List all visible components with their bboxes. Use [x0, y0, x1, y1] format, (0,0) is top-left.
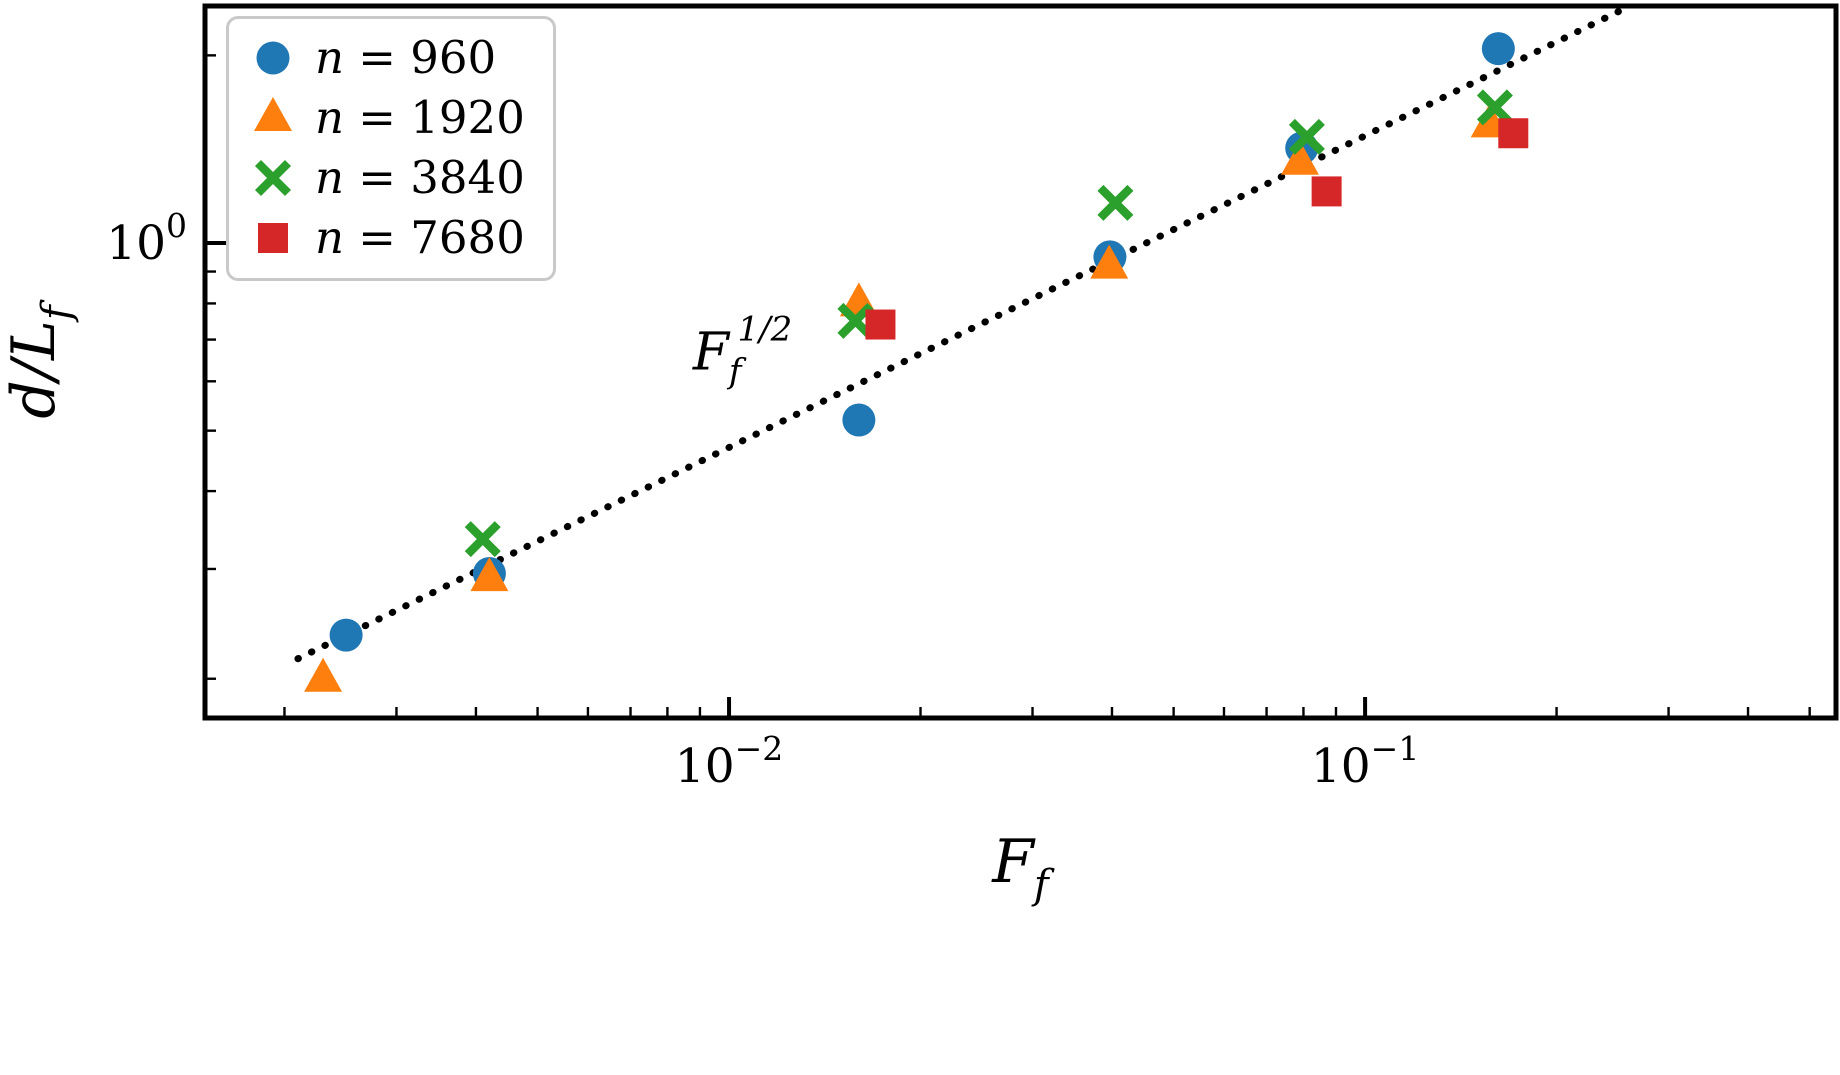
data-point — [464, 521, 501, 558]
legend: n = 960 n = 1920 n = 3840 n = 7680 — [226, 16, 556, 281]
legend-marker-triangle-icon — [254, 96, 292, 131]
legend-item-n-960: n = 960 — [247, 31, 525, 84]
legend-marker-x-icon — [254, 159, 292, 196]
legend-label: n = 3840 — [315, 151, 525, 204]
data-point — [1280, 140, 1319, 175]
legend-label: n = 960 — [315, 31, 497, 84]
ticks — [205, 54, 1811, 718]
axes-box — [202, 3, 1839, 721]
data-point — [329, 618, 363, 652]
series-n-7680 — [865, 118, 1529, 340]
data-point — [254, 159, 292, 196]
data-point — [1090, 244, 1129, 279]
data-point — [1288, 118, 1325, 155]
legend-label: n = 1920 — [315, 91, 525, 144]
series-n-3840 — [464, 89, 1513, 558]
legend-item-n-3840: n = 3840 — [247, 151, 525, 204]
legend-marker-circle-icon — [256, 41, 290, 74]
legend-marker-square-icon — [258, 222, 288, 253]
y-axis-label: d/Lf — [0, 299, 80, 418]
data-point — [865, 309, 896, 340]
x-tick-label: 10−1 — [1311, 729, 1419, 794]
data-point — [1498, 118, 1529, 149]
legend-item-n-1920: n = 1920 — [247, 91, 525, 144]
x-tick-label: 10−2 — [675, 729, 783, 794]
x-axis-label: Ff — [991, 827, 1055, 908]
data-point — [470, 557, 509, 592]
data-point — [1476, 89, 1513, 126]
reference-line-label: Ff1/2 — [692, 310, 792, 392]
data-point — [254, 96, 292, 131]
data-point — [256, 41, 290, 74]
data-point — [1311, 176, 1342, 207]
y-tick-label: 100 — [106, 206, 187, 271]
data-point — [304, 657, 343, 692]
data-point — [1097, 184, 1134, 221]
legend-item-n-7680: n = 7680 — [247, 211, 525, 264]
data-point — [837, 302, 874, 339]
data-point — [258, 222, 288, 253]
data-point — [842, 403, 876, 437]
data-point — [1481, 32, 1515, 66]
legend-label: n = 7680 — [315, 211, 525, 264]
